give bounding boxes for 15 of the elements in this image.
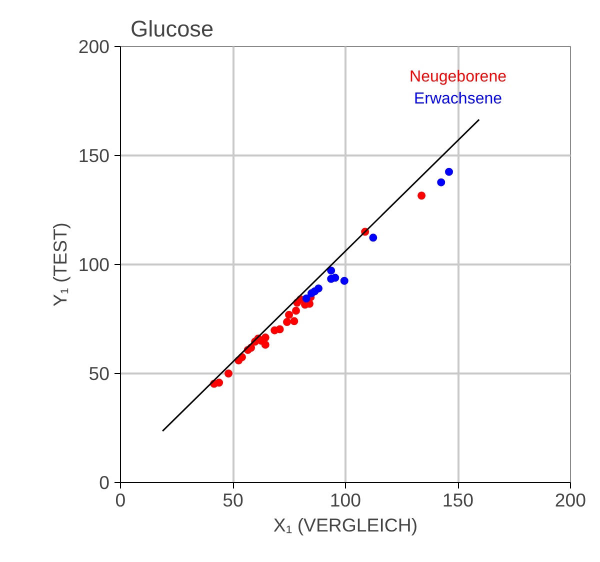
- x-tick-label: 50: [222, 490, 244, 510]
- text: Erwachsene: [414, 90, 502, 108]
- chart-title: Glucose: [130, 16, 214, 42]
- x-tick-label: 150: [442, 490, 474, 510]
- y-tick-label: 0: [99, 472, 110, 493]
- y-axis-title: Y₁ (TEST): [49, 222, 70, 307]
- y-tick-label: 50: [88, 363, 110, 384]
- y-tick-label: 100: [78, 254, 110, 275]
- x-tick-label: 100: [330, 490, 362, 510]
- x-axis-title: X₁ (VERGLEICH): [273, 514, 418, 536]
- text: Neugeborene: [410, 68, 507, 86]
- x-tick-label: 0: [115, 490, 126, 510]
- x-tick-label: 200: [554, 490, 586, 510]
- y-tick-label: 150: [78, 145, 110, 166]
- y-tick-label: 200: [78, 36, 110, 57]
